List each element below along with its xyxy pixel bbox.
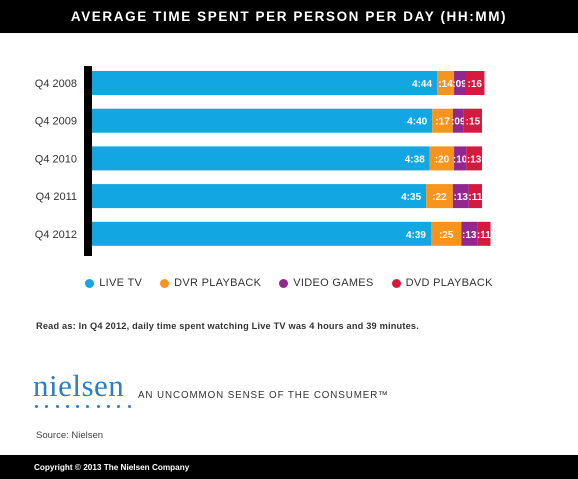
legend-dot-icon — [85, 278, 95, 288]
legend-label: VIDEO GAMES — [293, 277, 374, 289]
data-label: :09 — [452, 79, 467, 90]
read-as-footnote: Read as: In Q4 2012, daily time spent wa… — [36, 321, 419, 331]
bar-segment — [426, 184, 453, 209]
data-label: 4:39 — [406, 230, 426, 241]
y-axis-line — [84, 66, 92, 256]
bar-segment — [452, 108, 464, 133]
data-label: :25 — [439, 230, 454, 241]
bar-segment — [454, 146, 467, 171]
bar-segment — [461, 221, 478, 246]
bar-segment — [465, 71, 485, 95]
category-label: Q4 2009 — [35, 116, 77, 128]
category-label: Q4 2008 — [35, 78, 77, 90]
bar-segment — [463, 108, 483, 133]
bar-segment — [430, 221, 462, 246]
tagline: AN UNCOMMON SENSE OF THE CONSUMER™ — [138, 390, 389, 401]
legend-item-dvr-playback: DVR PLAYBACK — [160, 277, 261, 289]
legend-item-video-games: VIDEO GAMES — [279, 277, 373, 289]
data-label: :11 — [477, 230, 491, 241]
bar-segment — [92, 146, 430, 171]
data-label: :15 — [466, 117, 481, 128]
data-label: :14 — [438, 79, 453, 90]
bar-segment — [92, 108, 433, 133]
data-label: :22 — [432, 192, 447, 203]
category-label: Q4 2012 — [35, 229, 77, 241]
footer-bar: Copyright © 2013 The Nielsen Company — [0, 455, 578, 479]
nielsen-logo: nielsen — [33, 368, 131, 408]
legend: LIVE TV DVR PLAYBACK VIDEO GAMES DVD PLA… — [0, 277, 578, 289]
data-label: :10 — [453, 154, 468, 165]
bar-segment — [468, 184, 483, 209]
data-label: :17 — [435, 117, 450, 128]
data-label: 4:35 — [401, 192, 421, 203]
source-note: Source: Nielsen — [36, 430, 104, 441]
legend-label: DVD PLAYBACK — [405, 277, 493, 289]
bar-segment — [466, 146, 483, 171]
bar-segment — [92, 221, 431, 246]
bar-segment — [429, 146, 455, 171]
logo-wordmark: nielsen — [33, 368, 125, 403]
legend-dot-icon — [279, 278, 289, 288]
legend-label: DVR PLAYBACK — [174, 277, 262, 289]
data-label: :16 — [467, 79, 482, 90]
category-label: Q4 2011 — [36, 191, 77, 203]
data-label: 4:38 — [405, 154, 425, 165]
chart-title: AVERAGE TIME SPENT PER PERSON PER DAY (H… — [0, 0, 578, 33]
data-label: :13 — [467, 154, 482, 165]
bar-segment — [92, 71, 438, 95]
bar-segment — [477, 221, 491, 246]
data-label: :09 — [451, 117, 466, 128]
legend-label: LIVE TV — [99, 277, 143, 289]
bar-segment — [454, 71, 466, 95]
legend-item-dvd-playback: DVD PLAYBACK — [391, 277, 493, 289]
copyright-text: Copyright © 2013 The Nielsen Company — [34, 462, 190, 472]
legend-item-live-tv: LIVE TV — [85, 277, 142, 289]
data-label: :20 — [435, 154, 450, 165]
data-label: 4:44 — [412, 79, 432, 90]
category-label: Q4 2010 — [35, 153, 77, 165]
bar-segment — [437, 71, 455, 95]
bar-segment — [92, 184, 427, 209]
legend-dot-icon — [391, 278, 401, 288]
data-label: :11 — [468, 192, 482, 203]
data-label: 4:40 — [407, 117, 427, 128]
data-label: :13 — [462, 230, 477, 241]
bar-segment — [432, 108, 453, 133]
logo-dots — [33, 405, 131, 408]
bar-segment — [452, 184, 469, 209]
data-label: :13 — [454, 192, 469, 203]
legend-dot-icon — [160, 278, 170, 288]
